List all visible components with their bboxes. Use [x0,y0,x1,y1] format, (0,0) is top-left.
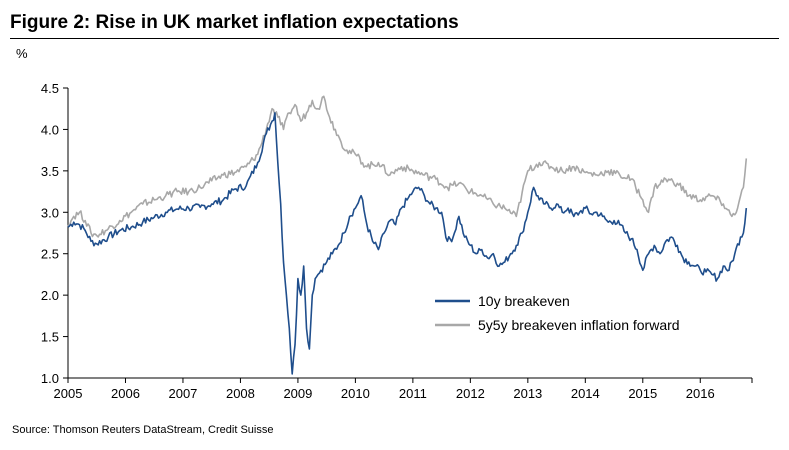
y-tick-label: 4.0 [41,122,59,137]
x-tick-label: 2007 [168,386,197,401]
source-note: Source: Thomson Reuters DataStream, Cred… [12,424,274,436]
y-tick-label: 1.5 [41,330,59,345]
y-tick-label: 1.0 [41,371,59,386]
y-axis-unit-label: % [16,46,28,61]
x-tick-label: 2012 [456,386,485,401]
y-tick-label: 3.5 [41,164,59,179]
x-tick-label: 2016 [686,386,715,401]
series-layer [67,95,748,375]
x-tick-label: 2006 [111,386,140,401]
legend: 10y breakeven 5y5y breakeven inflation fo… [435,293,680,333]
x-tick-label: 2014 [571,386,600,401]
series-line-5y5y-forward [67,95,748,238]
x-tick-label: 2010 [341,386,370,401]
x-tick-label: 2009 [283,386,312,401]
series-line-10y-breakeven [67,112,748,375]
title-divider [10,38,779,39]
x-tick-label: 2008 [226,386,255,401]
x-tick-label: 2013 [513,386,542,401]
chart-title: Figure 2: Rise in UK market inflation ex… [10,12,459,33]
x-tick-label: 2005 [54,386,83,401]
y-tick-label: 3.0 [41,205,59,220]
legend-label: 5y5y breakeven inflation forward [478,317,680,333]
x-tick-label: 2015 [628,386,657,401]
legend-label: 10y breakeven [478,293,570,309]
x-axis: 2005 2006 2007 2008 2009 2010 2011 2012 2013 2014… [54,377,753,401]
y-axis: 1.0 1.5 2.0 2.5 3.0 3.5 4.0 4.5 [41,81,69,386]
x-tick-label: 2011 [399,386,427,401]
y-tick-label: 2.5 [41,247,59,262]
y-tick-label: 4.5 [41,81,59,96]
line-chart: % 1.01.52.02.53.03.54.04.5 2005 2006 2007 2… [16,46,753,401]
y-tick-label: 2.0 [41,288,59,303]
